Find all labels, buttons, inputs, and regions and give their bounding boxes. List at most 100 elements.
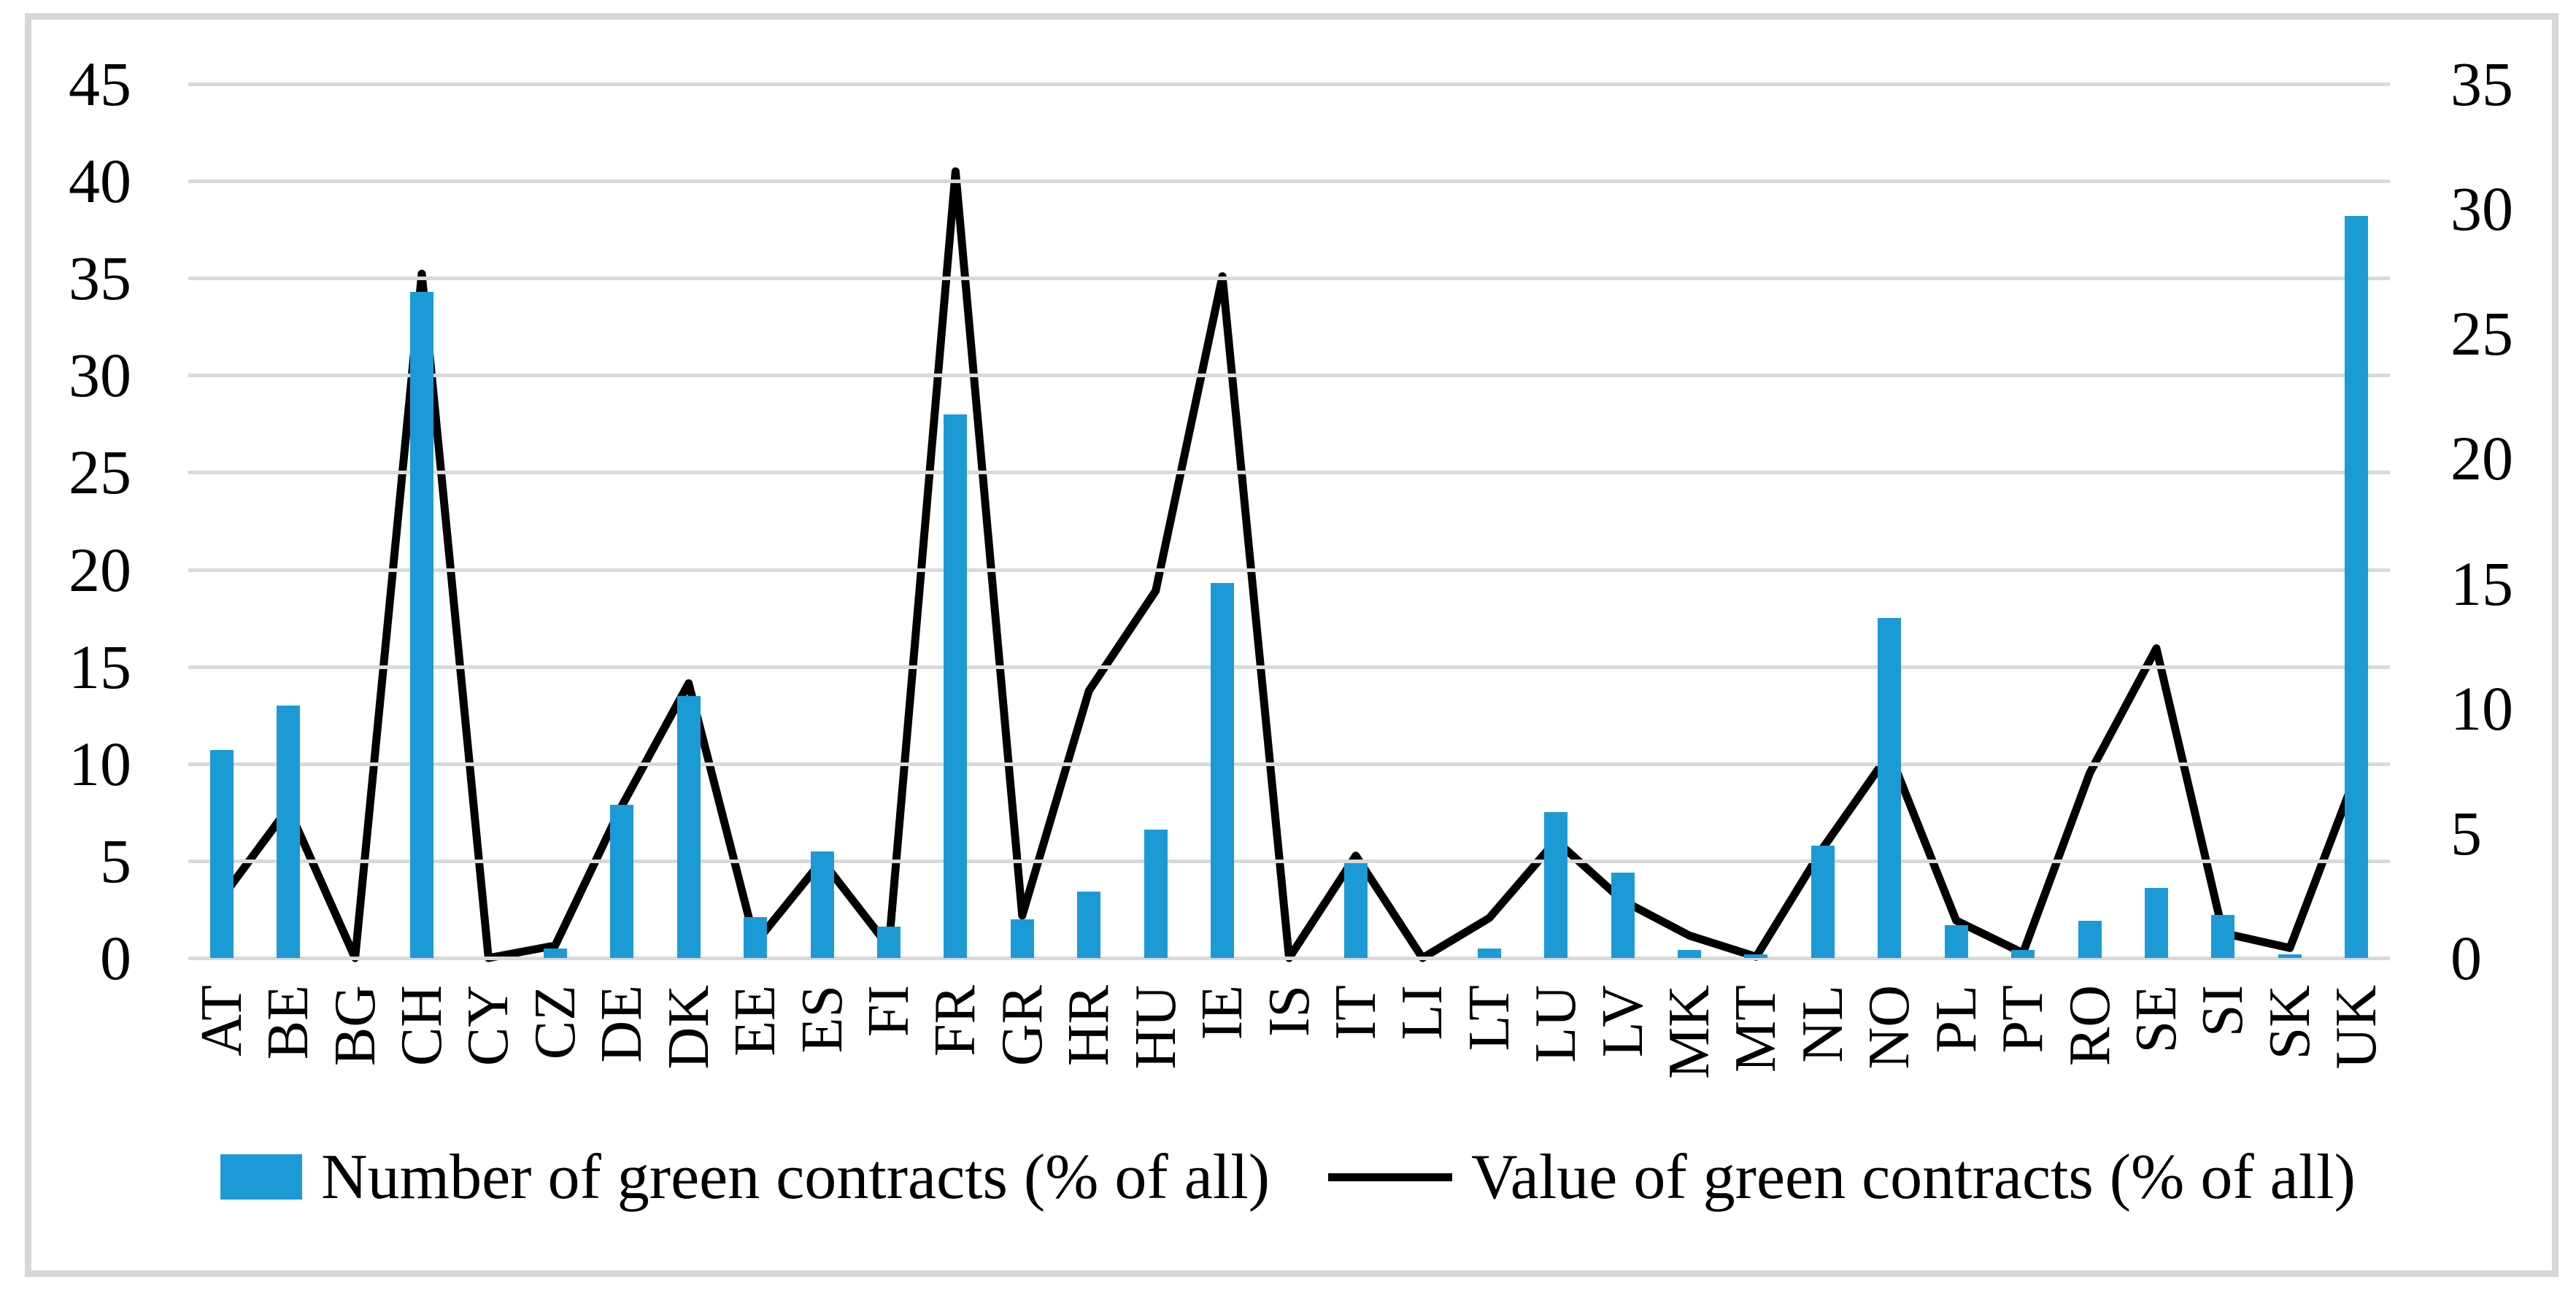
x-axis-label-AT: AT bbox=[189, 985, 254, 1057]
bar-MT bbox=[1744, 954, 1768, 958]
x-axis-label-UK: UK bbox=[2324, 985, 2389, 1070]
gridline bbox=[188, 82, 2390, 86]
bar-IT bbox=[1343, 862, 1368, 958]
bar-IE bbox=[1211, 583, 1235, 958]
gridline bbox=[188, 762, 2390, 766]
legend-label-bars: Number of green contracts (% of all) bbox=[321, 1141, 1270, 1213]
x-axis-label-IE: IE bbox=[1190, 985, 1255, 1040]
gridline bbox=[188, 665, 2390, 669]
bar-series-swatch-icon bbox=[220, 1154, 303, 1200]
gridline bbox=[188, 374, 2390, 378]
x-axis-label-FI: FI bbox=[856, 985, 921, 1038]
x-axis-label-MK: MK bbox=[1657, 985, 1722, 1079]
x-axis-label-ES: ES bbox=[790, 985, 855, 1054]
y-axis-right-tick: 5 bbox=[2450, 797, 2482, 868]
x-axis-label-MT: MT bbox=[1724, 985, 1789, 1073]
y-axis-right-tick: 25 bbox=[2450, 298, 2513, 369]
x-axis-label-LT: LT bbox=[1457, 985, 1522, 1051]
x-axis-label-FR: FR bbox=[923, 985, 988, 1057]
x-axis-label-GR: GR bbox=[990, 985, 1054, 1067]
y-axis-right-tick: 35 bbox=[2450, 49, 2513, 119]
bar-FI bbox=[876, 927, 901, 958]
bar-RO bbox=[2078, 921, 2102, 958]
x-axis-label-CH: CH bbox=[389, 985, 454, 1067]
value-line bbox=[217, 167, 2361, 962]
x-axis-label-HU: HU bbox=[1123, 985, 1188, 1070]
x-axis-label-IS: IS bbox=[1257, 985, 1322, 1038]
x-axis-label-LU: LU bbox=[1524, 985, 1589, 1063]
y-axis-left-tick: 25 bbox=[69, 437, 131, 508]
gridline bbox=[188, 957, 2390, 960]
gridline bbox=[188, 568, 2390, 572]
bar-HU bbox=[1144, 830, 1168, 958]
x-axis-label-DK: DK bbox=[656, 985, 721, 1070]
y-axis-right-tick: 20 bbox=[2450, 423, 2513, 494]
y-axis-left-tick: 45 bbox=[69, 49, 131, 119]
bar-FR bbox=[944, 414, 968, 958]
x-axis-label-BE: BE bbox=[256, 985, 321, 1060]
y-axis-right-tick: 30 bbox=[2450, 174, 2513, 244]
bar-UK bbox=[2345, 216, 2369, 958]
bar-NL bbox=[1810, 845, 1835, 958]
x-axis-label-CY: CY bbox=[456, 985, 521, 1067]
gridline bbox=[188, 277, 2390, 281]
bar-LU bbox=[1544, 812, 1568, 958]
y-axis-right-tick: 15 bbox=[2450, 548, 2513, 619]
bar-CH bbox=[409, 291, 433, 958]
bar-AT bbox=[209, 750, 234, 958]
gridline bbox=[188, 471, 2390, 475]
x-axis-label-PL: PL bbox=[1924, 985, 1989, 1054]
x-axis-label-SI: SI bbox=[2191, 985, 2256, 1038]
x-axis-label-SK: SK bbox=[2257, 985, 2322, 1060]
legend-entry-bars: Number of green contracts (% of all) bbox=[220, 1140, 1270, 1214]
y-axis-right-tick: 0 bbox=[2450, 923, 2482, 993]
y-axis-left-tick: 5 bbox=[100, 825, 131, 896]
bar-SE bbox=[2145, 888, 2168, 958]
bar-SI bbox=[2211, 915, 2235, 958]
y-axis-left-tick: 15 bbox=[69, 631, 131, 702]
bar-GR bbox=[1010, 919, 1034, 958]
bar-EE bbox=[744, 917, 768, 958]
y-axis-left-tick: 40 bbox=[69, 146, 131, 217]
y-axis-left-tick: 35 bbox=[69, 243, 131, 314]
x-axis-label-LI: LI bbox=[1390, 985, 1455, 1040]
x-axis-label-IT: IT bbox=[1323, 985, 1388, 1040]
bar-SK bbox=[2278, 954, 2302, 958]
bar-LT bbox=[1477, 948, 1501, 958]
y-axis-left-tick: 20 bbox=[69, 534, 131, 605]
bar-PT bbox=[2011, 950, 2035, 958]
bar-MK bbox=[1678, 950, 1702, 958]
x-axis-label-HR: HR bbox=[1057, 985, 1122, 1067]
legend: Number of green contracts (% of all) Val… bbox=[0, 1129, 2576, 1224]
x-axis-label-NO: NO bbox=[1857, 985, 1922, 1070]
x-axis-label-NL: NL bbox=[1790, 985, 1855, 1063]
legend-label-line: Value of green contracts (% of all) bbox=[1471, 1141, 2356, 1213]
x-axis-label-PT: PT bbox=[1991, 985, 2056, 1054]
legend-entry-line: Value of green contracts (% of all) bbox=[1328, 1140, 2356, 1214]
bar-DE bbox=[610, 804, 634, 958]
y-axis-left-tick: 30 bbox=[69, 340, 131, 411]
bar-NO bbox=[1878, 618, 1902, 958]
chart-border bbox=[25, 13, 2558, 1277]
gridline bbox=[188, 179, 2390, 184]
x-axis-label-BG: BG bbox=[323, 985, 387, 1067]
bar-PL bbox=[1944, 924, 1968, 958]
bar-CZ bbox=[543, 948, 567, 958]
y-axis-right-tick: 10 bbox=[2450, 673, 2513, 744]
x-axis-label-EE: EE bbox=[723, 985, 788, 1057]
x-axis-label-LV: LV bbox=[1590, 985, 1655, 1058]
bar-DK bbox=[676, 695, 701, 958]
bar-BE bbox=[277, 705, 301, 958]
x-axis-label-CZ: CZ bbox=[522, 985, 587, 1060]
x-axis-label-RO: RO bbox=[2057, 985, 2122, 1067]
bar-LV bbox=[1611, 872, 1635, 958]
x-axis-label-DE: DE bbox=[590, 985, 655, 1063]
x-axis-label-SE: SE bbox=[2124, 985, 2189, 1054]
y-axis-left-tick: 0 bbox=[100, 923, 131, 993]
line-series-swatch-icon bbox=[1328, 1173, 1452, 1181]
bar-HR bbox=[1077, 892, 1101, 958]
gridline bbox=[188, 859, 2390, 863]
bar-ES bbox=[810, 851, 834, 958]
y-axis-left-tick: 10 bbox=[69, 728, 131, 799]
